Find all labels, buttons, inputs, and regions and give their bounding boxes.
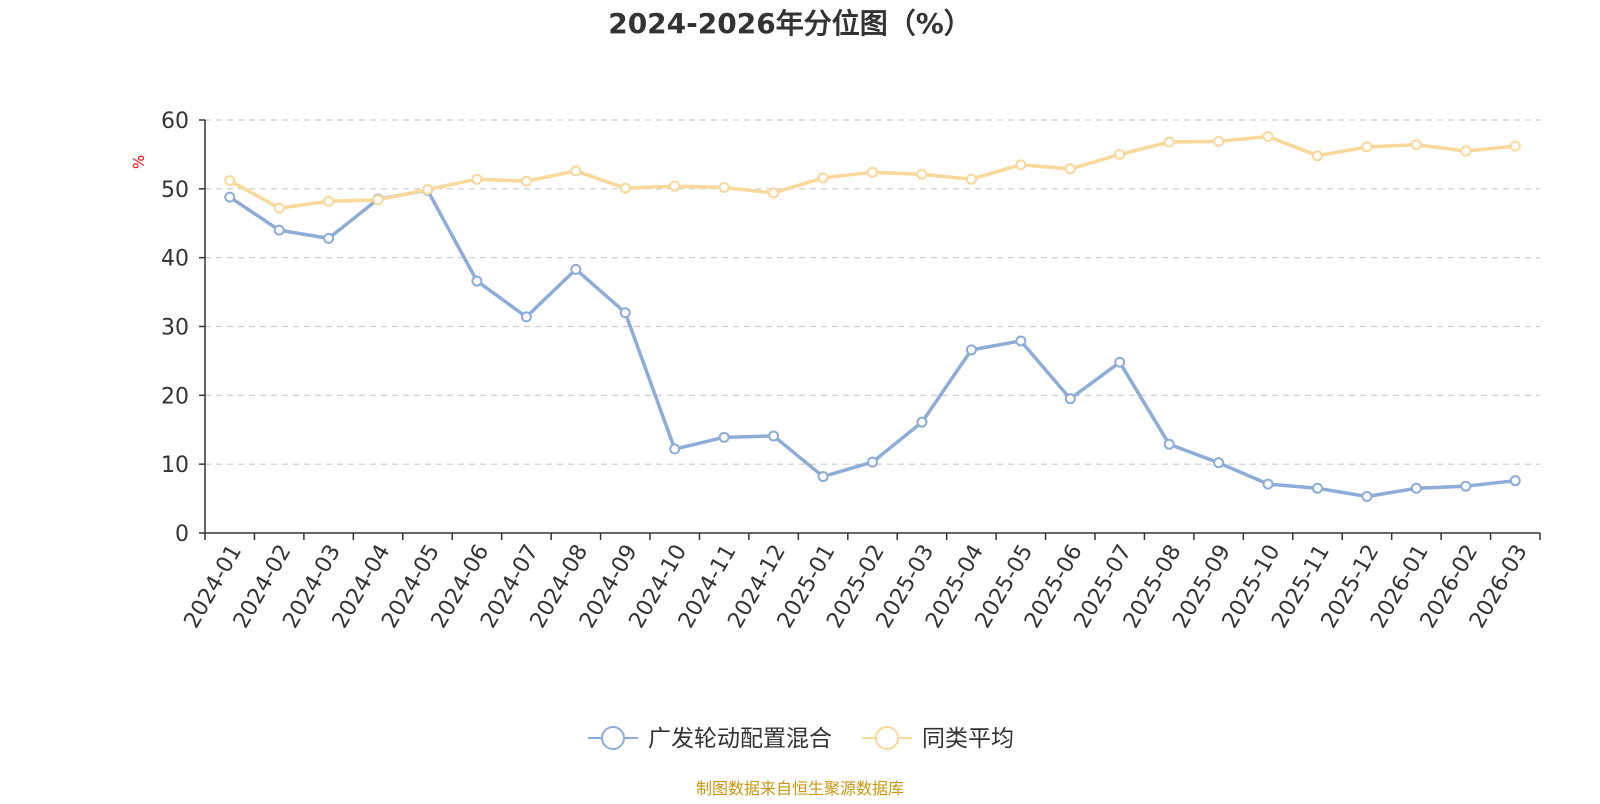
series-line bbox=[227, 188, 1518, 499]
data-point[interactable] bbox=[372, 194, 384, 206]
y-tick-label: 40 bbox=[161, 247, 189, 272]
data-point[interactable] bbox=[1163, 438, 1175, 450]
data-point[interactable] bbox=[1460, 480, 1472, 492]
legend-item-0[interactable]: 广发轮动配置混合 bbox=[588, 726, 832, 752]
data-point[interactable] bbox=[669, 180, 681, 192]
data-point[interactable] bbox=[916, 416, 928, 428]
y-tick-label: 30 bbox=[161, 316, 189, 341]
data-point[interactable] bbox=[1213, 457, 1225, 469]
data-point[interactable] bbox=[817, 471, 829, 483]
source-note: 制图数据来自恒生聚源数据库 bbox=[696, 779, 904, 798]
legend-item-1[interactable]: 同类平均 bbox=[862, 726, 1014, 752]
data-point[interactable] bbox=[619, 182, 631, 194]
y-axis-label: % bbox=[130, 155, 148, 169]
data-point[interactable] bbox=[1114, 148, 1126, 160]
data-point[interactable] bbox=[718, 431, 730, 443]
y-tick-label: 0 bbox=[175, 522, 189, 547]
data-point[interactable] bbox=[1262, 478, 1274, 490]
data-point[interactable] bbox=[224, 191, 236, 203]
data-point[interactable] bbox=[1410, 482, 1422, 494]
data-point[interactable] bbox=[1064, 163, 1076, 175]
series-lines bbox=[224, 131, 1521, 503]
data-point[interactable] bbox=[422, 184, 433, 196]
data-point[interactable] bbox=[867, 166, 878, 178]
data-point[interactable] bbox=[1361, 141, 1373, 153]
series-1 bbox=[224, 131, 1521, 214]
legend-marker bbox=[875, 726, 899, 750]
legend-label: 同类平均 bbox=[922, 726, 1014, 752]
y-tick-label: 60 bbox=[161, 109, 189, 134]
data-point[interactable] bbox=[1509, 140, 1521, 152]
data-point[interactable] bbox=[669, 443, 681, 455]
data-point[interactable] bbox=[619, 307, 631, 319]
data-point[interactable] bbox=[323, 195, 335, 207]
axes bbox=[199, 119, 1541, 540]
data-point[interactable] bbox=[1064, 393, 1076, 405]
data-point[interactable] bbox=[471, 275, 483, 287]
data-point[interactable] bbox=[1015, 335, 1027, 347]
data-point[interactable] bbox=[867, 456, 878, 468]
data-point[interactable] bbox=[520, 175, 532, 187]
data-point[interactable] bbox=[768, 187, 780, 199]
data-point[interactable] bbox=[471, 173, 483, 185]
data-point[interactable] bbox=[570, 263, 582, 275]
data-point[interactable] bbox=[1361, 491, 1373, 503]
data-point[interactable] bbox=[718, 181, 730, 193]
data-point[interactable] bbox=[323, 232, 335, 244]
data-point[interactable] bbox=[1213, 135, 1225, 147]
x-tick-labels: 2024-012024-022024-032024-042024-052024-… bbox=[180, 541, 1533, 633]
data-point[interactable] bbox=[768, 430, 780, 442]
data-point[interactable] bbox=[817, 172, 829, 184]
legend-label: 广发轮动配置混合 bbox=[648, 726, 832, 752]
data-point[interactable] bbox=[224, 175, 236, 187]
data-point[interactable] bbox=[965, 173, 977, 185]
data-point[interactable] bbox=[273, 202, 285, 214]
data-point[interactable] bbox=[1262, 131, 1274, 143]
data-point[interactable] bbox=[570, 165, 582, 177]
data-point[interactable] bbox=[1460, 145, 1472, 157]
data-point[interactable] bbox=[1410, 139, 1422, 151]
data-point[interactable] bbox=[916, 168, 928, 180]
legend-marker bbox=[601, 726, 625, 750]
y-tick-labels: 0 10 20 30 40 50 60 bbox=[161, 109, 189, 547]
data-point[interactable] bbox=[1015, 159, 1027, 171]
data-point[interactable] bbox=[1114, 356, 1126, 368]
legend: 广发轮动配置混合 同类平均 bbox=[588, 726, 1014, 752]
data-point[interactable] bbox=[520, 311, 532, 323]
data-point[interactable] bbox=[1312, 150, 1323, 162]
y-tick-label: 20 bbox=[161, 384, 189, 409]
data-point[interactable] bbox=[273, 224, 285, 236]
chart-title: 2024-2026年分位图（%） bbox=[608, 7, 972, 40]
data-point[interactable] bbox=[1509, 475, 1521, 487]
data-point[interactable] bbox=[1163, 136, 1175, 148]
series-0 bbox=[224, 184, 1521, 503]
y-tick-label: 50 bbox=[161, 178, 189, 203]
y-tick-label: 10 bbox=[161, 453, 189, 478]
data-point[interactable] bbox=[965, 344, 977, 356]
grid-lines bbox=[205, 119, 1540, 465]
data-point[interactable] bbox=[1312, 482, 1323, 494]
